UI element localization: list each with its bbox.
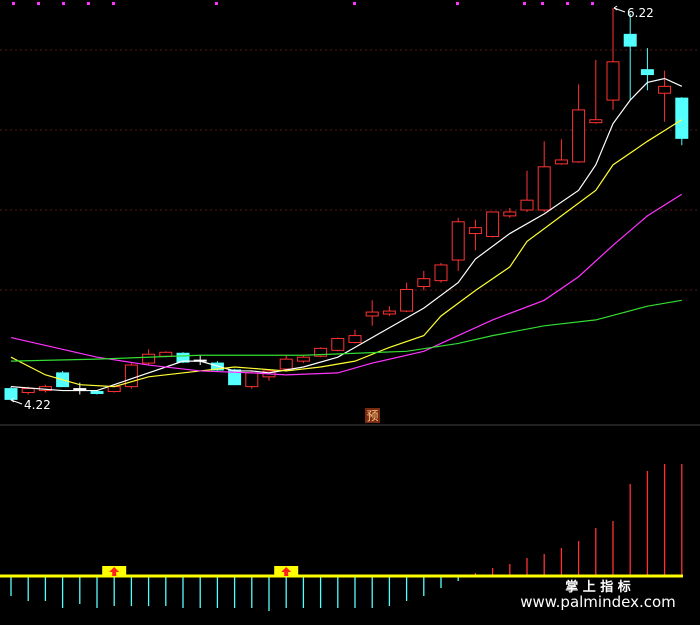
candle-body	[675, 97, 689, 139]
candle-body	[451, 221, 465, 261]
high-label: 6.22	[627, 6, 654, 20]
candle-body	[417, 278, 431, 288]
forecast-label: 预	[366, 409, 378, 423]
candle-body	[279, 358, 293, 370]
candle-body	[503, 211, 517, 217]
candle-body	[228, 369, 242, 386]
watermark-url: www.palmindex.com	[520, 593, 676, 611]
top-dots	[12, 2, 594, 5]
candle-body	[159, 351, 173, 357]
candle-body	[90, 391, 104, 395]
candle-body	[572, 109, 586, 163]
candle-body	[640, 69, 654, 76]
candle-body	[331, 338, 345, 351]
candle-body	[176, 352, 190, 363]
candle-body	[382, 310, 396, 315]
candle-body	[365, 311, 379, 317]
candle-body	[434, 264, 448, 282]
candle-body	[107, 386, 121, 393]
candle-body	[623, 33, 637, 47]
candle-body	[73, 388, 87, 391]
candle-body	[658, 85, 672, 94]
candle-body	[486, 211, 500, 237]
signal-arrow	[109, 567, 120, 576]
candle-body	[589, 119, 603, 124]
grid	[0, 49, 700, 291]
candle-body	[245, 372, 259, 388]
high-arrow	[613, 5, 626, 13]
candle-body	[468, 227, 482, 235]
candle-body	[554, 159, 568, 165]
candle-body	[314, 347, 328, 357]
candle-body	[537, 166, 551, 211]
watermark-title: 掌 上 指 标	[565, 579, 631, 595]
candle-body	[606, 61, 620, 101]
candle-body	[348, 335, 362, 343]
low-arrow	[10, 397, 23, 405]
forecast-box	[365, 408, 380, 423]
candle-body	[400, 288, 414, 312]
ma-line	[10, 299, 682, 362]
candle-body	[296, 356, 310, 362]
candle-body	[21, 388, 35, 394]
candle-body	[520, 199, 534, 211]
ma-line	[10, 119, 683, 388]
ma-line	[10, 77, 683, 392]
ma-line	[10, 193, 683, 376]
candle-body	[142, 353, 156, 364]
signal-arrow	[281, 567, 292, 576]
candle-body	[4, 388, 18, 400]
low-label: 4.22	[24, 398, 51, 412]
